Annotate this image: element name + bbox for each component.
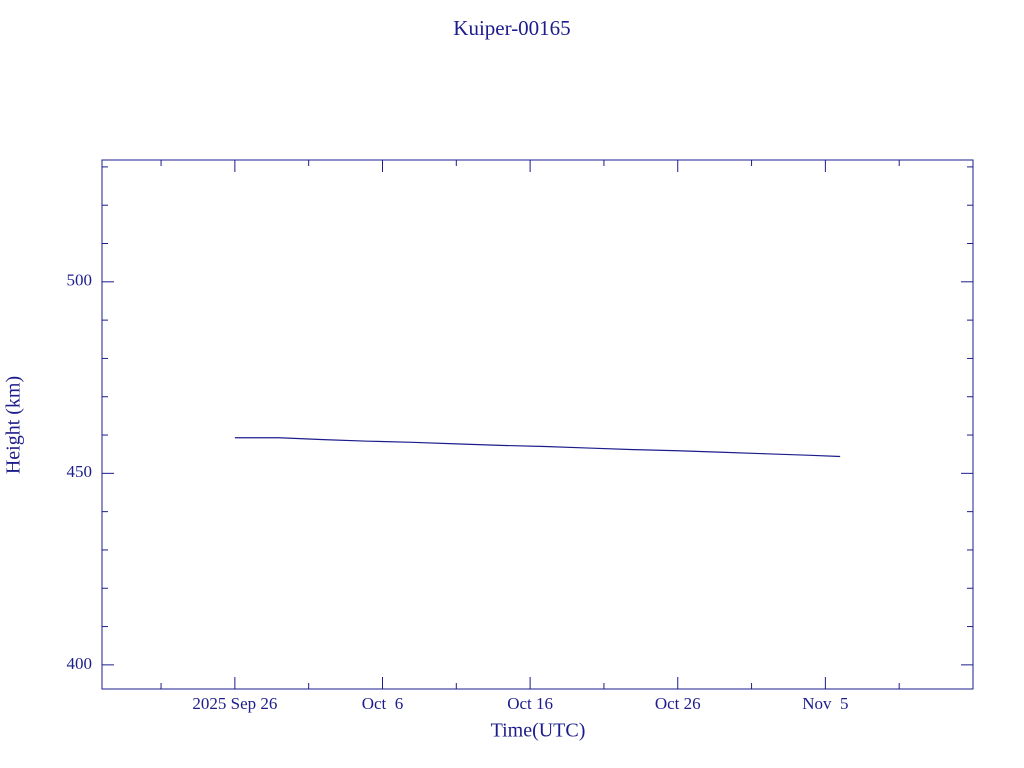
chart-title: Kuiper-00165: [453, 16, 570, 40]
x-axis-label: Time(UTC): [491, 720, 586, 742]
y-tick-label: 500: [67, 271, 93, 290]
x-tick-label: 2025 Sep 26: [192, 694, 277, 713]
x-tick-label: Oct 16: [507, 694, 553, 713]
y-tick-label: 450: [67, 462, 93, 481]
y-axis-label: Height (km): [3, 376, 25, 474]
x-tick-label: Oct 26: [655, 694, 701, 713]
y-tick-label: 400: [67, 654, 93, 673]
data-line: [234, 437, 841, 458]
plot-frame: [101, 159, 974, 690]
x-tick-label: Nov 5: [802, 694, 848, 713]
x-tick-label: Oct 6: [362, 694, 404, 713]
